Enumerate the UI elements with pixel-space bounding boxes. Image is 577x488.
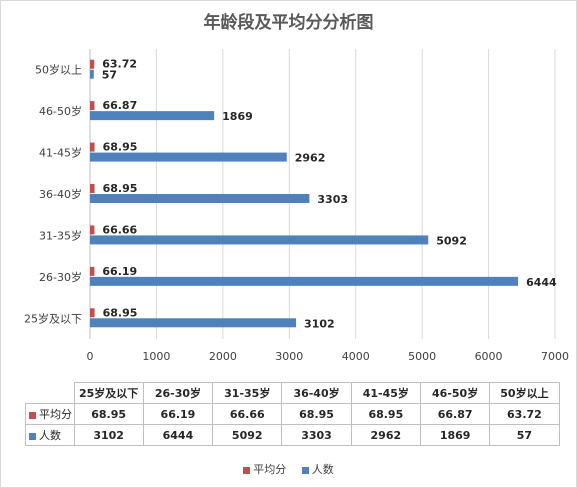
chart-legend: 平均分 人数 <box>0 461 577 477</box>
category-label: 36-40岁 <box>39 187 82 201</box>
data-label-count: 3102 <box>304 317 335 330</box>
data-label-score: 63.72 <box>102 58 137 71</box>
data-label-count: 5092 <box>436 234 467 247</box>
bar-count <box>90 194 310 203</box>
data-label-score: 66.87 <box>102 99 137 112</box>
x-tick-label: 1000 <box>142 350 170 363</box>
category-label: 46-50岁 <box>39 104 82 118</box>
data-table-cell: 5092 <box>212 424 283 446</box>
legend-label: 人数 <box>311 463 334 476</box>
data-table-cell: 68.95 <box>281 403 352 425</box>
data-label-score: 68.95 <box>103 182 138 195</box>
bar-count <box>90 276 519 286</box>
bar-count <box>90 69 94 79</box>
data-table-cell: 66.87 <box>419 403 491 425</box>
bar-score <box>90 308 95 318</box>
data-label-score: 68.95 <box>103 141 138 154</box>
data-table-cell: 1869 <box>419 424 491 446</box>
x-tick-label: 0 <box>87 350 94 363</box>
data-table-cell: 63.72 <box>489 403 560 425</box>
x-tick-label: 6000 <box>475 350 503 363</box>
data-table-row: 平均分 68.95 66.19 66.66 68.95 68.95 66.87 63.72 <box>25 403 560 425</box>
x-tick-label: 4000 <box>342 350 370 363</box>
data-table-cell: 66.66 <box>212 403 283 425</box>
bar-score <box>90 142 95 152</box>
category-label: 50岁以上 <box>35 63 82 77</box>
bar-count <box>90 111 215 121</box>
legend-swatch-score <box>243 466 251 474</box>
data-table-column-header: 31-35岁 <box>212 382 283 404</box>
legend-item-count: 人数 <box>301 461 334 477</box>
data-table-cell: 6444 <box>142 424 214 446</box>
legend-item-score: 平均分 <box>243 461 286 477</box>
data-table-corner <box>25 382 75 404</box>
chart-title: 年龄段及平均分分析图 <box>203 13 374 33</box>
data-table: 25岁及以下 26-30岁 31-35岁 36-40岁 41-45岁 46-50岁 50岁以… <box>25 382 560 446</box>
data-table-row-header: 平均分 <box>25 403 75 425</box>
category-label: 25岁及以下 <box>24 311 82 325</box>
bar-score <box>90 59 95 69</box>
bar-score <box>90 266 95 276</box>
x-tick-label: 3000 <box>275 350 303 363</box>
data-table-cell: 68.95 <box>73 403 144 425</box>
data-table-header-row: 25岁及以下 26-30岁 31-35岁 36-40岁 41-45岁 46-50岁 50岁以… <box>25 382 560 404</box>
bar-count <box>90 318 297 328</box>
data-table-cell: 68.95 <box>350 403 421 425</box>
data-label-count: 6444 <box>526 276 557 289</box>
x-tick-label: 2000 <box>209 350 237 363</box>
data-table-column-header: 50岁以上 <box>489 382 560 404</box>
category-label: 41-45岁 <box>39 146 82 160</box>
series-name: 平均分 <box>39 408 72 421</box>
data-table-cell: 3303 <box>281 424 352 446</box>
data-table-cell: 2962 <box>350 424 421 446</box>
bar-score <box>90 225 95 235</box>
count-swatch <box>29 432 36 440</box>
data-table-cell: 66.19 <box>142 403 214 425</box>
data-table-column-header: 26-30岁 <box>142 382 214 404</box>
category-label: 26-30岁 <box>39 270 82 284</box>
data-label-score: 68.95 <box>103 306 138 319</box>
data-label-count: 2962 <box>295 152 326 165</box>
data-label-count: 57 <box>102 69 117 82</box>
data-table-column-header: 41-45岁 <box>350 382 421 404</box>
data-label-count: 1869 <box>222 110 253 123</box>
series-name: 人数 <box>39 429 61 442</box>
bar-count <box>90 235 429 245</box>
x-tick-label: 5000 <box>408 350 436 363</box>
data-label-score: 66.66 <box>102 223 137 236</box>
data-table-column-header: 25岁及以下 <box>73 382 144 404</box>
bar-score <box>90 184 95 193</box>
legend-swatch-count <box>301 466 309 474</box>
bar-score <box>90 101 95 111</box>
data-label-score: 66.19 <box>102 265 137 278</box>
category-label: 31-35岁 <box>39 228 82 242</box>
data-table-cell: 57 <box>489 424 560 446</box>
legend-label: 平均分 <box>253 463 287 476</box>
x-tick-label: 7000 <box>541 350 569 363</box>
score-swatch <box>29 411 36 419</box>
data-table-column-header: 46-50岁 <box>419 382 491 404</box>
data-table-row-header: 人数 <box>25 424 75 446</box>
data-table-row: 人数 3102 6444 5092 3303 2962 1869 57 <box>25 424 560 446</box>
data-table-column-header: 36-40岁 <box>281 382 352 404</box>
bar-count <box>90 152 287 162</box>
data-label-count: 3303 <box>317 193 348 206</box>
data-table-cell: 3102 <box>73 424 144 446</box>
